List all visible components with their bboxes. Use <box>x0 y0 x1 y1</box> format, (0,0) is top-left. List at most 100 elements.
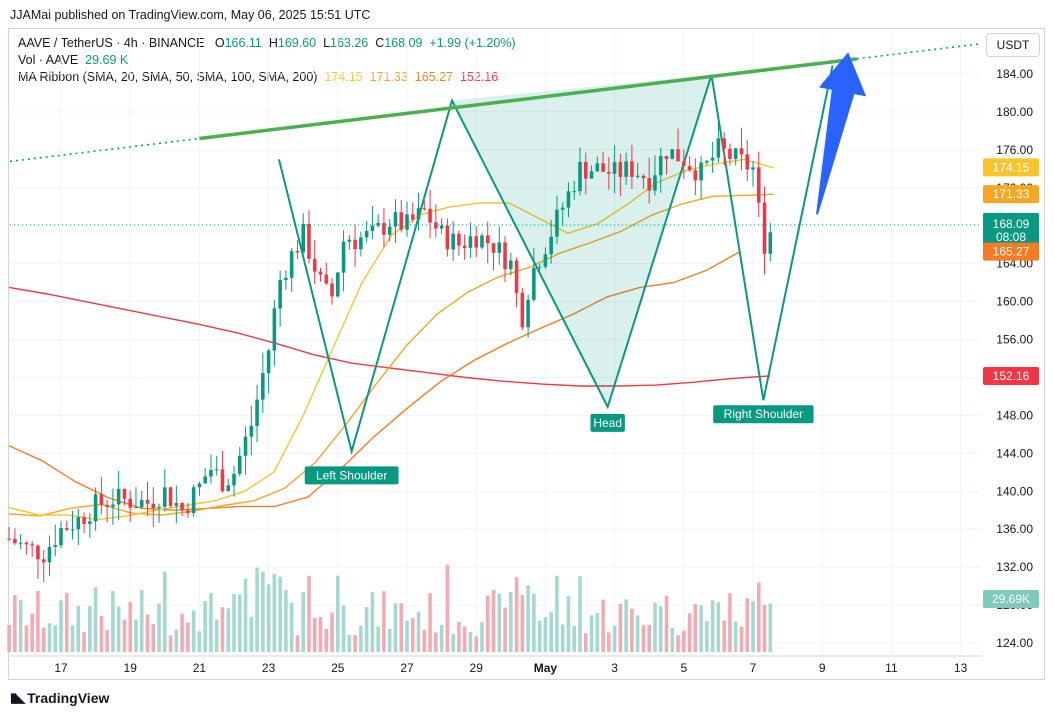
volume-bar <box>139 590 144 652</box>
candle-body <box>745 154 750 170</box>
volume-bar <box>186 622 190 652</box>
volume-bar <box>387 628 392 652</box>
volume-bar <box>670 627 675 652</box>
candle-body <box>612 162 617 174</box>
volume-bar <box>7 624 11 652</box>
legend-volume-row: Vol · AAVE 29.69 K <box>18 52 516 69</box>
x-tick-label: 25 <box>331 661 345 675</box>
candle-body <box>88 521 92 524</box>
volume-bar <box>739 626 744 652</box>
candle-body <box>295 251 300 253</box>
volume-bar <box>583 633 588 652</box>
candle-body <box>728 148 732 159</box>
volume-bar <box>733 621 738 652</box>
volume-bar <box>497 593 502 652</box>
candle-body <box>514 260 519 293</box>
volume-bar <box>468 632 473 652</box>
candle-body <box>601 163 605 172</box>
volume-bar <box>197 631 202 652</box>
volume-bar <box>676 635 680 652</box>
candle-body <box>111 504 115 507</box>
price-tag-ma50 <box>983 185 1039 204</box>
candle-body <box>589 171 594 179</box>
volume-bar <box>237 594 242 652</box>
volume-bar <box>168 635 173 652</box>
candle-body <box>376 223 380 226</box>
price-tag-ma50-value: 171.33 <box>993 187 1030 201</box>
volume-bar <box>203 601 207 652</box>
volume-bar <box>13 595 17 652</box>
candle-body <box>595 163 600 172</box>
volume-bar <box>261 571 265 652</box>
candle-body <box>693 170 698 181</box>
candle-body <box>405 214 409 230</box>
volume-bar <box>341 605 346 652</box>
candle-body <box>209 469 213 477</box>
volume-bar <box>589 615 594 652</box>
volume-bar <box>457 621 461 652</box>
symbol-name[interactable]: AAVE / TetherUS · 4h · BINANCE <box>18 36 205 50</box>
volume-bar <box>111 591 115 652</box>
volume-bar <box>618 604 623 652</box>
candle-body <box>13 538 17 544</box>
candle-body <box>168 487 173 506</box>
volume-bar <box>647 624 651 652</box>
candle-body <box>255 399 259 426</box>
candle-body <box>687 166 692 171</box>
volume-bar <box>422 629 427 652</box>
candle-body <box>261 373 265 400</box>
candle-body <box>163 487 167 507</box>
volume-bar <box>145 614 150 652</box>
candle-body <box>47 546 52 563</box>
candle-body <box>768 232 773 254</box>
volume-bar <box>151 624 156 652</box>
volume-bar <box>751 601 755 652</box>
volume-bar <box>710 600 715 652</box>
volume-bar <box>532 593 536 652</box>
candle-body <box>128 498 132 508</box>
volume-bar <box>393 603 398 652</box>
volume-bar <box>370 592 375 652</box>
candle-body <box>330 283 334 297</box>
candle-body <box>370 225 375 232</box>
price-tag-ma100 <box>983 242 1039 261</box>
volume-label[interactable]: Vol · AAVE <box>18 53 79 67</box>
volume-bar <box>47 623 52 652</box>
candle-body <box>41 559 46 563</box>
volume-bar <box>364 607 369 652</box>
candle-body <box>76 517 81 530</box>
candle-body <box>191 487 196 514</box>
volume-bar <box>601 599 605 652</box>
volume-bar <box>59 600 63 652</box>
volume-bar <box>353 635 357 652</box>
volume-bar <box>428 593 432 652</box>
volume-bar <box>278 576 282 652</box>
volume-bar <box>359 625 363 652</box>
candle-body <box>756 167 761 203</box>
candle-body <box>220 469 225 492</box>
candle-body <box>203 476 207 484</box>
volume-bar <box>520 595 525 652</box>
candle-body <box>468 236 473 248</box>
candle-body <box>641 175 646 179</box>
candle-body <box>145 499 150 504</box>
tradingview-logo-icon: ▮◣ <box>10 690 25 705</box>
y-tick-label: 156.00 <box>996 333 1033 347</box>
volume-bar <box>578 576 582 652</box>
volume-bar <box>266 584 271 652</box>
candle-body <box>139 499 144 508</box>
price-tag-last-time: 08:08 <box>996 230 1026 244</box>
volume-bar <box>485 595 490 652</box>
candle-body <box>607 171 611 174</box>
price-tag-ma20 <box>983 158 1039 177</box>
candle-body <box>699 162 703 181</box>
candle-body <box>716 138 721 158</box>
volume-bar <box>318 616 323 652</box>
candle-body <box>537 266 542 268</box>
left-shoulder-label-box <box>304 466 399 485</box>
currency-button[interactable]: USDT <box>986 33 1040 57</box>
candle-body <box>451 233 455 250</box>
candle-body <box>416 208 421 220</box>
volume-bar <box>514 577 519 652</box>
